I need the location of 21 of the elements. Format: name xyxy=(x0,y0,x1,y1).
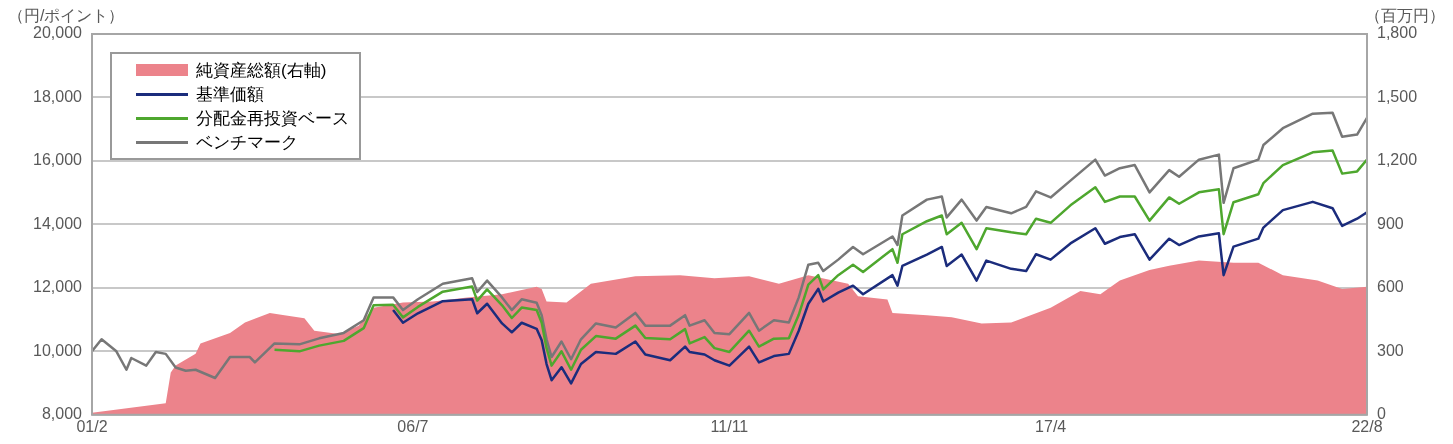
y2-tick-label: 600 xyxy=(1377,278,1404,296)
y-tick-label: 16,000 xyxy=(33,151,83,169)
y2-tick-label: 1,200 xyxy=(1377,151,1418,169)
y-axis-title: （円/ポイント） xyxy=(8,7,125,24)
x-tick-label: 06/7 xyxy=(397,417,429,435)
y2-tick-label: 1,500 xyxy=(1377,87,1418,105)
y-tick-label: 14,000 xyxy=(33,214,83,232)
y2-tick-label: 900 xyxy=(1377,214,1404,232)
y-tick-label: 18,000 xyxy=(33,87,83,105)
legend-label: 純資産総額(右軸) xyxy=(196,59,327,82)
legend-label: ベンチマーク xyxy=(196,131,298,154)
y2-tick-label: 300 xyxy=(1377,341,1404,359)
legend-label: 分配金再投資ベース xyxy=(196,107,349,130)
y2-axis-title: （百万円） xyxy=(1365,7,1445,24)
x-tick-label: 11/11 xyxy=(710,417,749,435)
y-tick-label: 10,000 xyxy=(33,341,83,359)
y-tick-label: 20,000 xyxy=(33,24,83,42)
x-tick-label: 17/4 xyxy=(1035,417,1067,435)
y-tick-label: 12,000 xyxy=(33,278,83,296)
y2-tick-label: 1,800 xyxy=(1377,24,1418,42)
legend-label: 基準価額 xyxy=(196,83,264,106)
